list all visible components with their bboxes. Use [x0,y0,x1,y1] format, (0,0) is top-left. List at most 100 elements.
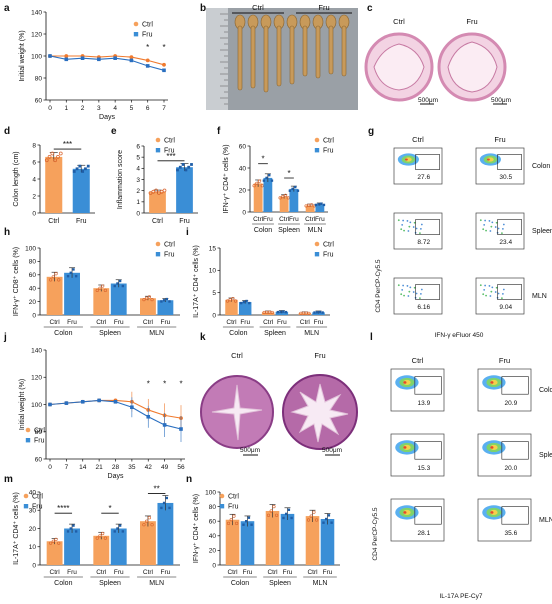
x-tick-label: 56 [177,464,185,471]
y-axis-label: Colon length (cm) [13,151,20,206]
data-point-ctrl [315,518,319,522]
flow-gate-value: 20.9 [505,400,518,407]
bar-colon-fru [240,521,255,565]
bar-spleen-ctrl [265,510,280,565]
data-point-fru [284,512,288,516]
he-k-label-fru: Fru [314,351,325,360]
x-tick-label-ctrl: Ctrl [96,319,107,326]
data-point-fru [247,516,251,519]
legend-label-fru: Fru [164,148,175,155]
y-tick-label: 40 [239,165,247,172]
data-point-fru [78,164,82,168]
colon-specimens [234,14,350,93]
flow-gate [501,506,529,525]
legend-label-ctrl: Ctrl [34,428,45,435]
flow-gate [497,154,522,170]
legend-label-fru: Fru [32,504,43,511]
y-tick-label: 0 [212,562,216,569]
flow-plot-frame [390,433,445,477]
flow-y-axis-label: CD4 PerCP-Cy5.5 [375,259,382,312]
y-axis-label: IFN-γ⁺ CD8⁺ cells (%) [13,247,20,316]
he-section-ctrl [364,32,434,102]
x-tick-label-fru: Fru [314,319,324,326]
flow-plot-frame [475,212,525,250]
data-point-ctrl [229,518,233,522]
flow-event [484,284,487,287]
data-point-ctrl [49,278,53,282]
bar-colon-fru [64,528,80,565]
data-point-fru [181,163,185,166]
legend-label-ctrl: Ctrl [164,242,175,249]
data-point-ctrl [98,534,102,538]
data-point-ctrl [142,297,146,302]
flow-gate [501,376,529,395]
flow-event [415,292,418,295]
group-label: Spleen [99,580,121,587]
flow-gate-value: 13.9 [418,400,431,407]
flow-plot-frame [477,433,532,477]
group-label: MLN [149,330,164,337]
flow-event [403,294,405,297]
data-point-fru [320,202,323,205]
data-point-fru [113,399,118,404]
data-point-fru [97,398,101,403]
x-tick-label: 5 [130,105,134,112]
y-tick-label: 100 [25,245,36,252]
data-point-fru [165,297,168,301]
flow-event [501,232,503,235]
x-tick-label-fru: Fru [67,319,77,326]
panel-label-g: g [368,126,374,137]
data-point-fru [318,310,322,314]
data-point-ctrl [150,297,154,302]
significance-mark: * [261,155,264,164]
bar-ctrl [149,191,166,213]
data-point-fru [145,64,150,68]
flow-gate [415,219,440,235]
flow-density-inner [487,157,494,162]
flow-gate-value: 15.3 [418,465,431,472]
flow-event [420,223,423,226]
y-tick-label: 140 [31,347,42,354]
flow-density-inner [490,379,498,385]
flow-flow_l: Ctrl Fru Colon 13.9 20.9 Spleen 15.3 20.0 MLN 28.… [372,356,552,600]
x-tick-label-fru: Fru [67,569,77,576]
x-tick-label-ctrl: Ctrl [50,319,61,326]
data-point-ctrl [306,518,311,522]
x-tick-label: 0 [48,464,52,471]
bar-fru [72,168,90,213]
photo-header-ctrl: Ctrl [252,3,264,12]
data-point-ctrl [50,151,55,156]
flow-event [479,284,482,287]
x-tick-label-fru: Fru [114,319,124,326]
x-tick-label: 1 [64,105,68,112]
x-tick-label: 35 [128,464,136,471]
flow-plot-frame [477,498,532,542]
data-point-ctrl [58,151,63,156]
data-point-ctrl [103,288,107,292]
data-point-fru [284,310,288,314]
y-axis-label: IL-17A⁺ CD4⁺ cells (%) [193,245,200,318]
flow-layer: Ctrl Fru Colon 27.6 30.5 Spleen 8.72 23.4 MLN 6.1… [372,135,552,600]
data-point-ctrl [278,196,282,200]
flow-event [501,297,503,300]
flow-gate-value: 28.1 [418,530,431,537]
data-point-fru [282,310,285,313]
panel-label-b: b [200,3,206,14]
x-tick-label-fru: Fru [240,319,250,326]
legend-label-ctrl: Ctrl [164,138,175,145]
significance-mark: * [287,169,290,178]
flow-event [502,288,505,291]
data-point-fru [74,274,78,278]
flow-density-inner [490,509,498,515]
bar-colon-ctrl [225,299,238,315]
data-point-fru [244,520,248,523]
legend-swatch-fru [314,148,320,153]
flow-event [491,286,494,289]
y-tick-label: 20 [29,526,37,533]
data-point-fru [242,300,246,304]
data-point-fru [48,54,52,58]
legend-swatch-fru [155,148,161,153]
bar-colon-ctrl [225,519,240,565]
x-tick-label-ctrl: Ctrl [227,569,238,576]
